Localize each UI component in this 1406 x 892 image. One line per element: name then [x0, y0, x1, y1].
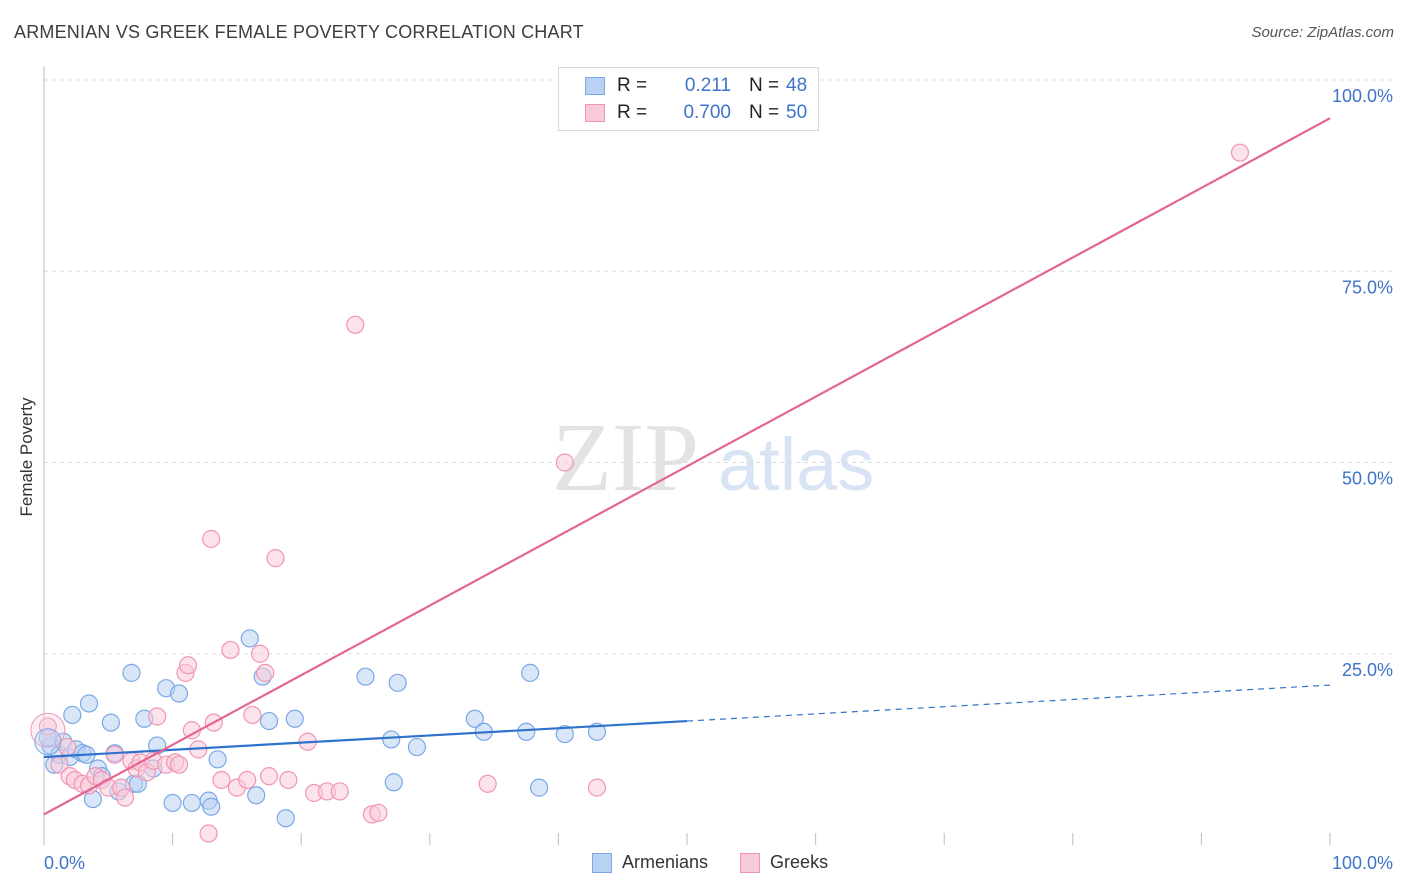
armenians-point — [276, 809, 295, 828]
armenians-r-value: 0.211 — [684, 75, 731, 96]
greeks-r-value: 0.700 — [683, 102, 731, 123]
armenians-point — [247, 786, 266, 805]
grid-lines — [44, 79, 1392, 655]
x-tick-label-max: 100.0% — [1332, 853, 1393, 873]
r-label: R = — [617, 102, 648, 123]
greeks-point — [202, 529, 221, 549]
armenians-legend-swatch — [592, 852, 612, 873]
armenians-trend-line — [43, 719, 688, 759]
greeks-point — [259, 767, 279, 786]
armenians-point — [182, 793, 201, 813]
greeks-point — [587, 778, 607, 797]
legend-item-armenians[interactable]: Armenians — [592, 852, 708, 873]
armenians-point — [259, 711, 279, 731]
greeks-point — [212, 770, 231, 790]
armenians-point — [101, 713, 120, 732]
greeks-point — [250, 644, 270, 663]
armenians-point — [356, 667, 375, 686]
chart-source: Source: ZipAtlas.com — [1251, 24, 1394, 41]
armenians-point — [407, 737, 427, 757]
n-label: N = — [749, 102, 780, 123]
stats-legend: R = 0.211 N = 48 R = 0.700 N = 50 — [558, 67, 819, 131]
greeks-point — [148, 707, 167, 726]
armenians-point — [240, 629, 259, 648]
armenians-point — [122, 663, 141, 682]
y-tick-label: 50.0% — [1342, 469, 1393, 489]
armenians-point — [530, 778, 549, 797]
trend-lines — [43, 117, 1331, 816]
greeks-point — [330, 782, 349, 801]
greeks-trend-line — [43, 117, 1331, 816]
greeks-point — [346, 315, 365, 334]
greeks-point — [478, 774, 497, 793]
series-legend: Armenians Greeks — [592, 852, 860, 873]
armenians-point — [63, 705, 82, 725]
n-label: N = — [749, 75, 780, 96]
greeks-legend-swatch — [740, 852, 761, 873]
armenians-point — [163, 793, 182, 813]
legend-row-greeks: R = 0.700 N = 50 — [585, 100, 807, 126]
greeks-point — [105, 745, 124, 764]
armenians-point — [465, 709, 484, 728]
greeks-point — [279, 770, 298, 790]
greeks-point — [38, 717, 57, 736]
data-points — [30, 143, 1250, 843]
greeks-swatch — [585, 104, 605, 122]
armenians-n-value: 48 — [786, 75, 808, 96]
greeks-n-value: 50 — [786, 102, 808, 123]
armenians-point — [555, 724, 574, 744]
armenians-point — [169, 684, 189, 703]
armenians-point — [388, 673, 407, 692]
watermark-zip: ZIP — [552, 404, 699, 512]
greeks-point-cluster — [30, 712, 66, 748]
armenians-point — [384, 773, 403, 792]
greeks-point — [555, 453, 574, 472]
greeks-legend-label: Greeks — [770, 852, 829, 872]
y-tick-label: 25.0% — [1342, 660, 1393, 680]
greeks-point — [243, 705, 262, 725]
greeks-point — [115, 788, 135, 807]
r-label: R = — [617, 75, 648, 96]
greeks-point — [169, 755, 189, 774]
axes — [43, 66, 1331, 845]
greeks-point — [238, 770, 257, 790]
y-tick-label: 100.0% — [1332, 86, 1393, 106]
armenians-point — [587, 722, 607, 741]
greeks-point — [1230, 143, 1250, 162]
armenians-point — [208, 750, 227, 769]
armenians-legend-label: Armenians — [622, 852, 709, 872]
chart-title: ARMENIAN VS GREEK FEMALE POVERTY CORRELA… — [14, 22, 584, 42]
greeks-point — [221, 640, 240, 660]
legend-row-armenians: R = 0.211 N = 48 — [585, 73, 807, 99]
armenians-swatch — [585, 77, 605, 95]
greeks-point — [266, 549, 285, 568]
x-tick-label-min: 0.0% — [44, 853, 85, 873]
armenians-point — [202, 797, 221, 816]
greeks-point — [256, 663, 275, 682]
armenians-point — [521, 663, 540, 682]
greeks-point — [178, 656, 198, 675]
armenians-point — [517, 722, 536, 741]
armenians-point-cluster — [34, 728, 62, 756]
y-tick-label: 75.0% — [1342, 277, 1393, 297]
legend-item-greeks[interactable]: Greeks — [740, 852, 828, 873]
tick-labels: 25.0% 50.0% 75.0% 100.0% 0.0% 100.0% — [44, 86, 1393, 873]
armenians-point — [79, 694, 99, 713]
greeks-point — [369, 803, 388, 822]
armenians-point — [285, 709, 304, 728]
watermark-atlas: atlas — [718, 423, 874, 506]
greeks-point — [199, 824, 218, 843]
armenians-trend-extension — [686, 684, 1331, 722]
armenians-point — [382, 730, 401, 749]
